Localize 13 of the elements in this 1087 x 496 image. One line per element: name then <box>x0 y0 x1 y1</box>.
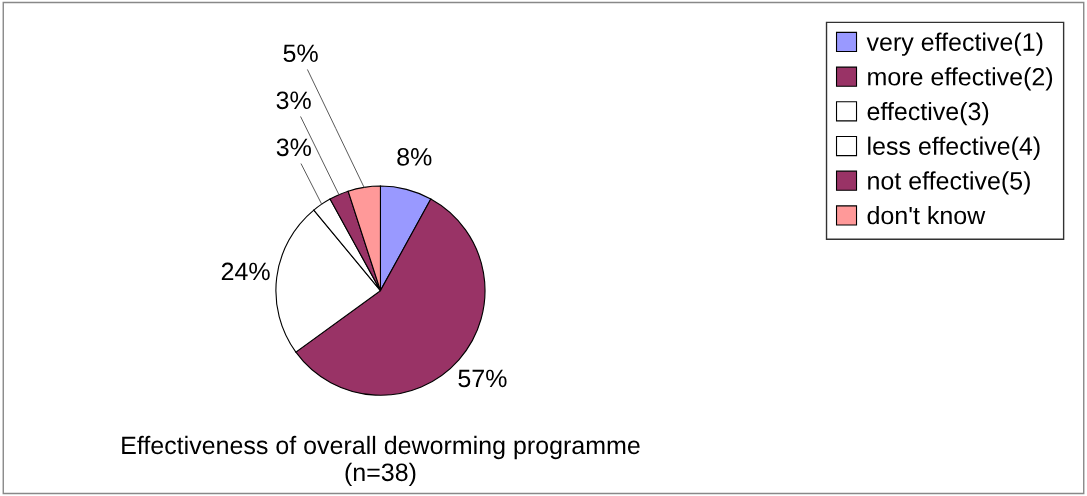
legend-label: not effective(5) <box>868 171 1030 195</box>
legend-label: less effective(4) <box>868 136 1040 160</box>
data-label: 57% <box>458 369 507 388</box>
data-label: 3% <box>276 91 311 110</box>
legend-label: effective(3) <box>867 101 989 126</box>
text: Effectiveness of overall deworming programme (n=38) <box>122 435 640 487</box>
legend-label: very effective(1) <box>866 32 1043 56</box>
legend-label: don't know <box>867 205 986 225</box>
data-label: 5% <box>283 44 318 63</box>
data-label: 24% <box>221 262 270 281</box>
legend-label: more effective(2) <box>868 67 1053 91</box>
data-label: 3% <box>276 138 311 157</box>
data-label: 8% <box>397 147 432 166</box>
